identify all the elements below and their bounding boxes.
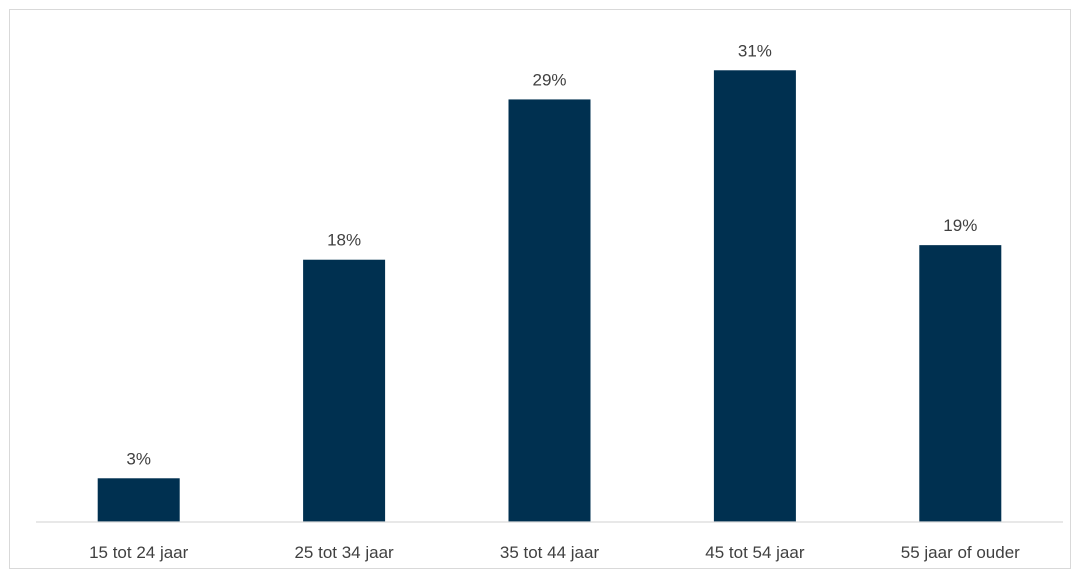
data-label-group: 3% 18% 29% 31% 19% xyxy=(126,41,977,468)
x-tick-label-group: 15 tot 24 jaar 25 tot 34 jaar 35 tot 44 ja… xyxy=(89,543,1020,562)
data-label-4: 31% xyxy=(738,41,772,60)
bar-group xyxy=(97,70,1002,523)
bar-5 xyxy=(919,245,1002,522)
bar-3 xyxy=(508,99,591,522)
x-tick-label-1: 15 tot 24 jaar xyxy=(89,543,189,562)
bar-2 xyxy=(303,259,386,522)
x-tick-label-2: 25 tot 34 jaar xyxy=(294,543,394,562)
data-label-3: 29% xyxy=(532,70,566,89)
data-label-2: 18% xyxy=(327,231,361,250)
data-label-1: 3% xyxy=(126,449,151,468)
x-tick-label-4: 45 tot 54 jaar xyxy=(705,543,805,562)
bar-1 xyxy=(97,478,180,522)
x-tick-label-5: 55 jaar of ouder xyxy=(901,543,1020,562)
data-label-5: 19% xyxy=(943,216,977,235)
bar-4 xyxy=(713,70,796,523)
x-tick-label-3: 35 tot 44 jaar xyxy=(500,543,600,562)
